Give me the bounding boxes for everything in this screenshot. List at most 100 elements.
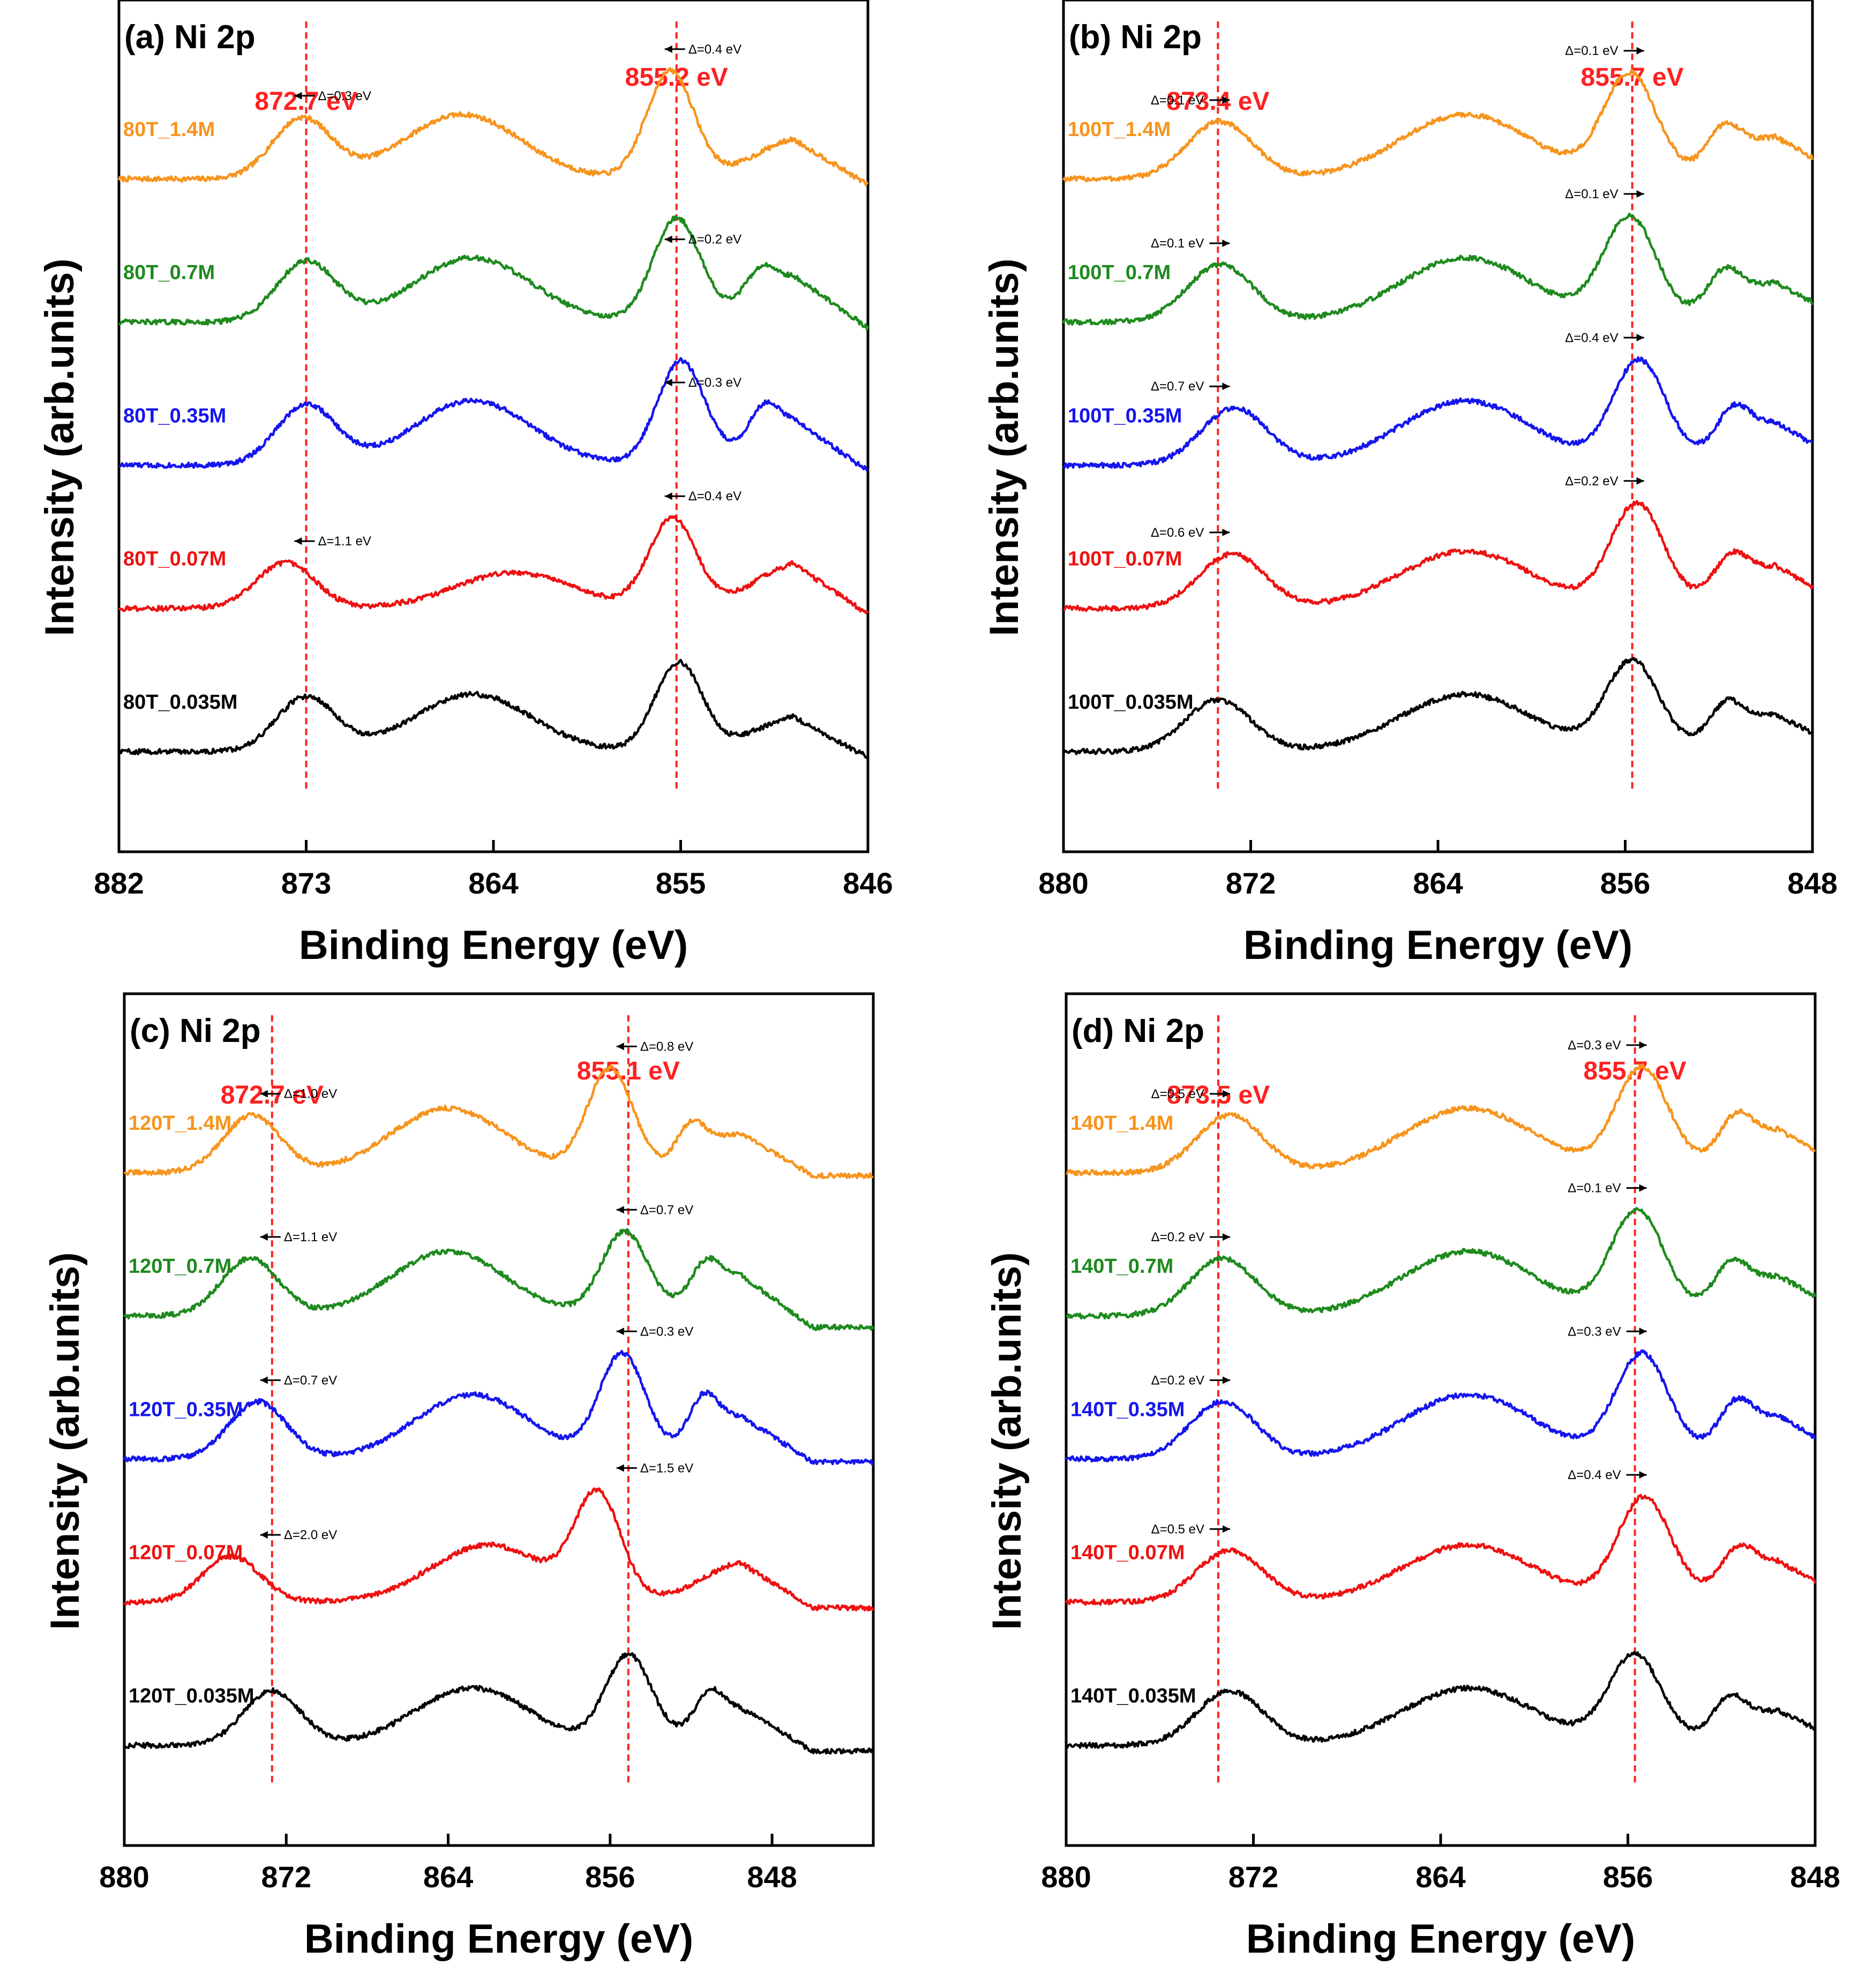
shift-arrowhead [260, 1531, 268, 1539]
shift-label: Δ=0.3 eV [1568, 1324, 1621, 1339]
shift-label: Δ=0.1 eV [1151, 93, 1204, 108]
shift-arrowhead [260, 1233, 268, 1241]
shift-label: Δ=2.0 eV [284, 1528, 337, 1542]
reference-line-label: 873.5 eV [1167, 1081, 1270, 1109]
x-tick-label: 855 [656, 866, 706, 900]
shift-arrowhead [664, 45, 672, 53]
shift-arrowhead [1639, 1327, 1647, 1336]
spectrum-line [1065, 1349, 1816, 1462]
shift-label: Δ=0.3 eV [1568, 1038, 1621, 1053]
x-tick-label: 872 [1228, 1860, 1278, 1894]
series-label: 140T_0.7M [1070, 1255, 1173, 1278]
series-label: 80T_0.035M [123, 691, 237, 714]
spectrum-line [1063, 500, 1814, 612]
series-label: 100T_0.035M [1068, 691, 1194, 714]
series-label: 80T_0.7M [123, 261, 215, 284]
spectrum-line [1062, 657, 1814, 755]
x-tick-label: 880 [99, 1860, 149, 1894]
shift-label: Δ=0.3 eV [318, 89, 371, 103]
shift-label: Δ=0.1 eV [1565, 44, 1618, 58]
panel-a: 882 873 864 855 846 Binding Energy (eV) Intens… [37, 0, 893, 968]
shift-label: Δ=1.0 eV [284, 1087, 337, 1101]
shift-arrowhead [260, 1376, 268, 1384]
shift-label: Δ=0.1 eV [1151, 236, 1204, 251]
reference-line-label: 855.7 eV [1581, 63, 1684, 92]
shift-label: Δ=0.5 eV [1151, 1522, 1204, 1536]
shift-label: Δ=1.1 eV [284, 1230, 337, 1244]
shift-arrowhead [1636, 334, 1644, 342]
shift-label: Δ=0.7 eV [1151, 379, 1204, 394]
x-tick-label: 882 [94, 866, 144, 900]
shift-arrowhead [294, 537, 302, 545]
shift-arrowhead [1222, 1525, 1230, 1533]
shift-label: Δ=0.4 eV [1568, 1468, 1621, 1482]
x-tick-label: 856 [585, 1860, 635, 1894]
shift-label: Δ=0.7 eV [640, 1203, 693, 1217]
reference-line-label: 855.1 eV [577, 1057, 680, 1085]
reference-line-label: 872.7 eV [221, 1081, 324, 1109]
series-label: 140T_0.35M [1070, 1398, 1185, 1421]
series-label: 100T_0.07M [1068, 548, 1182, 571]
spectrum-line [123, 1064, 874, 1180]
x-tick-label: 848 [747, 1860, 797, 1894]
series-label: 120T_1.4M [129, 1112, 231, 1135]
spectrum-line [1062, 69, 1814, 183]
x-tick-label: 856 [1603, 1860, 1653, 1894]
shift-label: Δ=0.4 eV [688, 489, 741, 504]
x-axis-title: Binding Energy (eV) [304, 1916, 693, 1962]
series-label: 140T_1.4M [1070, 1112, 1173, 1135]
shift-label: Δ=0.4 eV [688, 42, 741, 57]
reference-line-label: 872.7 eV [254, 87, 357, 116]
shift-arrowhead [664, 378, 672, 386]
spectrum-line [123, 1487, 874, 1612]
shift-arrowhead [1636, 190, 1644, 198]
shift-arrowhead [1222, 239, 1230, 247]
spectrum-line [123, 1652, 874, 1755]
x-tick-label: 848 [1790, 1860, 1840, 1894]
series-label: 120T_0.07M [129, 1542, 243, 1564]
y-axis-title: Intensity (arb.units) [984, 1252, 1030, 1630]
series-label: 80T_1.4M [123, 118, 215, 141]
shift-label: Δ=0.1 eV [1568, 1181, 1621, 1196]
x-tick-label: 848 [1787, 866, 1837, 900]
shift-arrowhead [664, 492, 672, 500]
series-label: 80T_0.07M [123, 548, 226, 571]
x-tick-label: 880 [1041, 1860, 1091, 1894]
panel-title: (a) Ni 2p [124, 19, 256, 56]
spectrum-line [123, 1228, 875, 1331]
shift-arrowhead [616, 1042, 624, 1051]
spectrum-line [1062, 212, 1814, 326]
x-tick-label: 864 [468, 866, 518, 900]
shift-arrowhead [664, 235, 672, 243]
shift-arrowhead [1222, 1376, 1230, 1384]
x-axis-title: Binding Energy (eV) [1246, 1916, 1635, 1962]
panel-title: (c) Ni 2p [130, 1012, 261, 1049]
spectrum-line [1065, 1494, 1817, 1606]
x-tick-label: 872 [1226, 866, 1276, 900]
series-label: 80T_0.35M [123, 404, 226, 427]
shift-arrowhead [294, 92, 302, 100]
series-label: 140T_0.07M [1070, 1542, 1185, 1564]
x-tick-label: 880 [1038, 866, 1088, 900]
shift-arrowhead [616, 1327, 624, 1336]
shift-label: Δ=0.2 eV [688, 232, 741, 247]
y-axis-title: Intensity (arb.units) [42, 1252, 88, 1630]
x-tick-label: 864 [1413, 866, 1463, 900]
y-axis-title: Intensity (arb.units) [982, 258, 1027, 636]
shift-arrowhead [1636, 477, 1644, 485]
panel-d: 880 872 864 856 848 Binding Energy (eV) Intens… [984, 992, 1840, 1962]
spectrum-line [1065, 1206, 1817, 1320]
x-tick-label: 846 [843, 866, 893, 900]
spectrum-line [1062, 356, 1813, 469]
shift-arrowhead [616, 1464, 624, 1472]
shift-arrowhead [1639, 1041, 1647, 1049]
shift-arrowhead [1222, 382, 1230, 391]
panel-title: (b) Ni 2p [1069, 19, 1202, 56]
series-label: 120T_0.035M [129, 1685, 254, 1707]
shift-label: Δ=1.5 eV [640, 1461, 693, 1475]
x-tick-label: 864 [1415, 1860, 1465, 1894]
shift-label: Δ=0.2 eV [1151, 1373, 1204, 1387]
x-tick-label: 873 [281, 866, 331, 900]
spectrum-line [118, 515, 869, 614]
